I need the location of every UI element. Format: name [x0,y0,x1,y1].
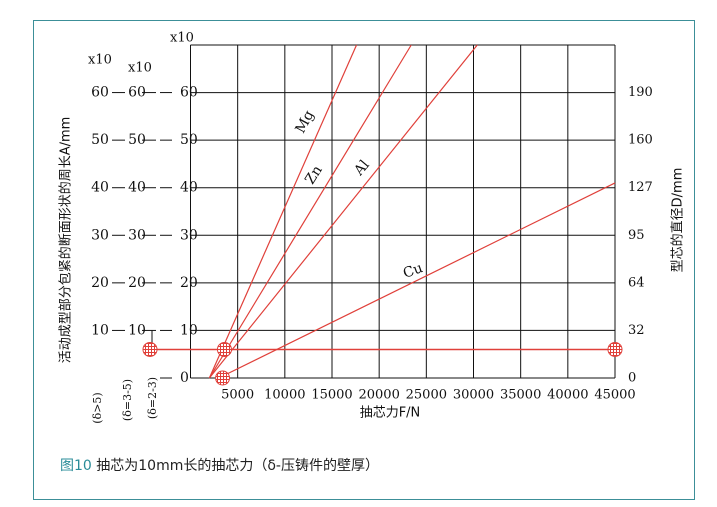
caption: 图10 抽芯为10mm长的抽芯力（δ-压铸件的壁厚） [60,455,379,475]
y-tick-label: 40 [180,180,198,196]
axis-unit: x10 [128,61,152,76]
axis-unit: x10 [170,31,194,46]
chart: 抽芯力F/N 活动成型部分包紧的断面形状的周长A/mm 型芯的直径D/mm 50… [58,31,686,424]
y2-tick-label: 0 [628,371,636,386]
y-tick-label: 60 [91,85,109,101]
series-label: Mg [292,108,317,136]
y-tick-label: 10 [180,322,198,338]
y-tick-label: 60 [128,85,146,101]
series-label: Cu [401,260,425,282]
series-label: Zn [302,163,326,187]
y-axis-label: 活动成型部分包紧的断面形状的周长A/mm [58,117,74,364]
y-tick-label: 40 [91,180,109,196]
x-tick-label: 5000 [221,388,254,403]
x-tick-label: 35000 [500,388,541,403]
axis-note: (δ>5) [91,392,104,423]
x-tick-label: 25000 [406,388,447,403]
caption-number: 图10 [60,458,92,474]
y-tick-label: 0 [180,370,189,386]
y-tick-label: 60 [180,85,198,101]
marker [215,370,231,386]
y2-axis-label: 型芯的直径D/mm [670,168,686,273]
y-tick-label: 40 [128,180,146,196]
x-tick-label: 20000 [358,388,399,403]
x-axis-label: 抽芯力F/N [360,406,421,421]
y-tick-label: 30 [128,227,146,243]
y2-tick-label: 64 [628,275,645,290]
y-tick-label: 50 [180,132,198,148]
y-tick-label: 20 [180,275,198,291]
y2-tick-label: 32 [628,323,645,338]
y-tick-label: 30 [180,227,198,243]
series-line [218,182,616,379]
y-tick-label: 20 [91,275,109,291]
series-line [208,44,358,379]
y-tick-label: 10 [91,322,109,338]
y-tick-label: 20 [128,275,146,291]
caption-text: 抽芯为10mm长的抽芯力（δ-压铸件的壁厚） [91,458,379,474]
marker [607,341,623,357]
marker [216,341,232,357]
x-tick-label: 45000 [594,388,635,403]
x-tick-label: 40000 [547,388,588,403]
x-tick-label: 10000 [264,388,305,403]
y2-tick-label: 190 [628,85,653,100]
axis-unit: x10 [88,53,112,68]
y-tick-label: 10 [128,322,146,338]
y-tick-label: 30 [91,227,109,243]
y2-tick-label: 95 [628,228,645,243]
series-line [208,44,412,379]
y-tick-label: 50 [128,132,146,148]
marker [142,341,158,357]
axis-note: (δ=3-5) [121,379,134,421]
y2-tick-label: 127 [628,180,653,195]
y-tick-label: 50 [91,132,109,148]
figure-frame [33,20,695,500]
x-tick-label: 30000 [453,388,494,403]
series-line [208,44,478,379]
axis-note: (δ=2-3) [146,377,159,419]
series-label: Al [351,157,374,180]
y2-tick-label: 160 [628,133,653,148]
x-tick-label: 15000 [311,388,352,403]
